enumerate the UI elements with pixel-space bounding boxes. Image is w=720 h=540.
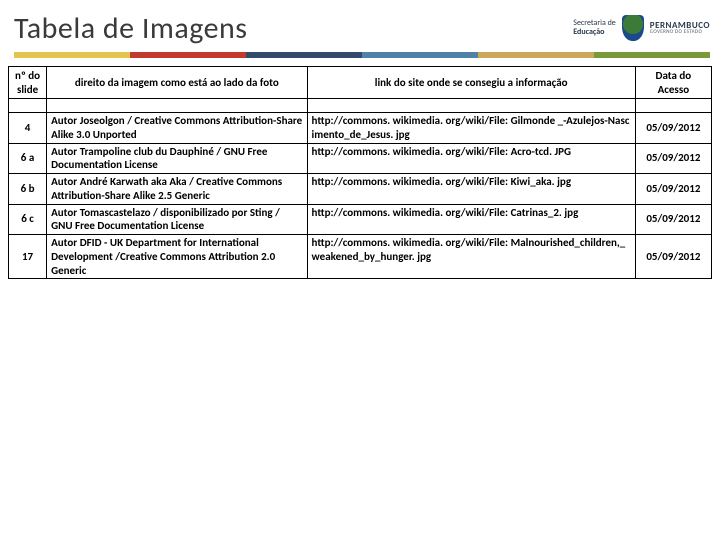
shield-icon [622,15,644,41]
col-data: Data do Acesso [635,67,711,99]
spacer-row [9,99,712,113]
cell-link: http://commons. wikimedia. org/wiki/File… [307,113,635,144]
cell-data: 05/09/2012 [635,143,711,174]
stripe [478,52,594,58]
col-direito: direito da imagem como está ao lado da f… [47,67,307,99]
stripe [362,52,478,58]
stripe [246,52,362,58]
cell-slide: 4 [9,113,47,144]
cell-direito: Autor André Karwath aka Aka / Creative C… [47,174,307,205]
cell-link: http://commons. wikimedia. org/wiki/File… [307,235,635,279]
logo-pernambuco: PERNAMBUCO GOVERNO DO ESTADO [650,21,710,35]
stripe [594,52,710,58]
color-stripes [14,52,710,58]
page-title: Tabela de Imagens [14,10,248,47]
logo-pe-line2: GOVERNO DO ESTADO [650,30,710,35]
images-table: nº do slide direito da imagem como está … [8,66,712,279]
col-slide: nº do slide [9,67,47,99]
table-row: 6 bAutor André Karwath aka Aka / Creativ… [9,174,712,205]
cell-slide: 6 c [9,204,47,235]
stripe [14,52,130,58]
cell-direito: Autor Trampoline club du Dauphiné / GNU … [47,143,307,174]
logo-block: Secretaria de Educação PERNAMBUCO GOVERN… [573,15,710,41]
cell-direito: Autor Joseolgon / Creative Commons Attri… [47,113,307,144]
cell-data: 05/09/2012 [635,113,711,144]
cell-data: 05/09/2012 [635,174,711,205]
col-link: link do site onde se consegiu a informaç… [307,67,635,99]
cell-direito: Autor DFID - UK Department for Internati… [47,235,307,279]
table-header-row: nº do slide direito da imagem como está … [9,67,712,99]
cell-link: http://commons. wikimedia. org/wiki/File… [307,204,635,235]
cell-data: 05/09/2012 [635,204,711,235]
cell-slide: 17 [9,235,47,279]
slide-header: Tabela de Imagens Secretaria de Educação… [0,0,720,52]
cell-link: http://commons. wikimedia. org/wiki/File… [307,174,635,205]
cell-slide: 6 b [9,174,47,205]
table-row: 6 cAutor Tomascastelazo / disponibilizad… [9,204,712,235]
stripe [130,52,246,58]
cell-data: 05/09/2012 [635,235,711,279]
cell-slide: 6 a [9,143,47,174]
cell-link: http://commons. wikimedia. org/wiki/File… [307,143,635,174]
table-row: 4Autor Joseolgon / Creative Commons Attr… [9,113,712,144]
table-row: 6 aAutor Trampoline club du Dauphiné / G… [9,143,712,174]
cell-direito: Autor Tomascastelazo / disponibilizado p… [47,204,307,235]
table-row: 17Autor DFID - UK Department for Interna… [9,235,712,279]
logo-sec-line2: Educação [573,28,616,37]
logo-secretaria: Secretaria de Educação [573,19,616,37]
